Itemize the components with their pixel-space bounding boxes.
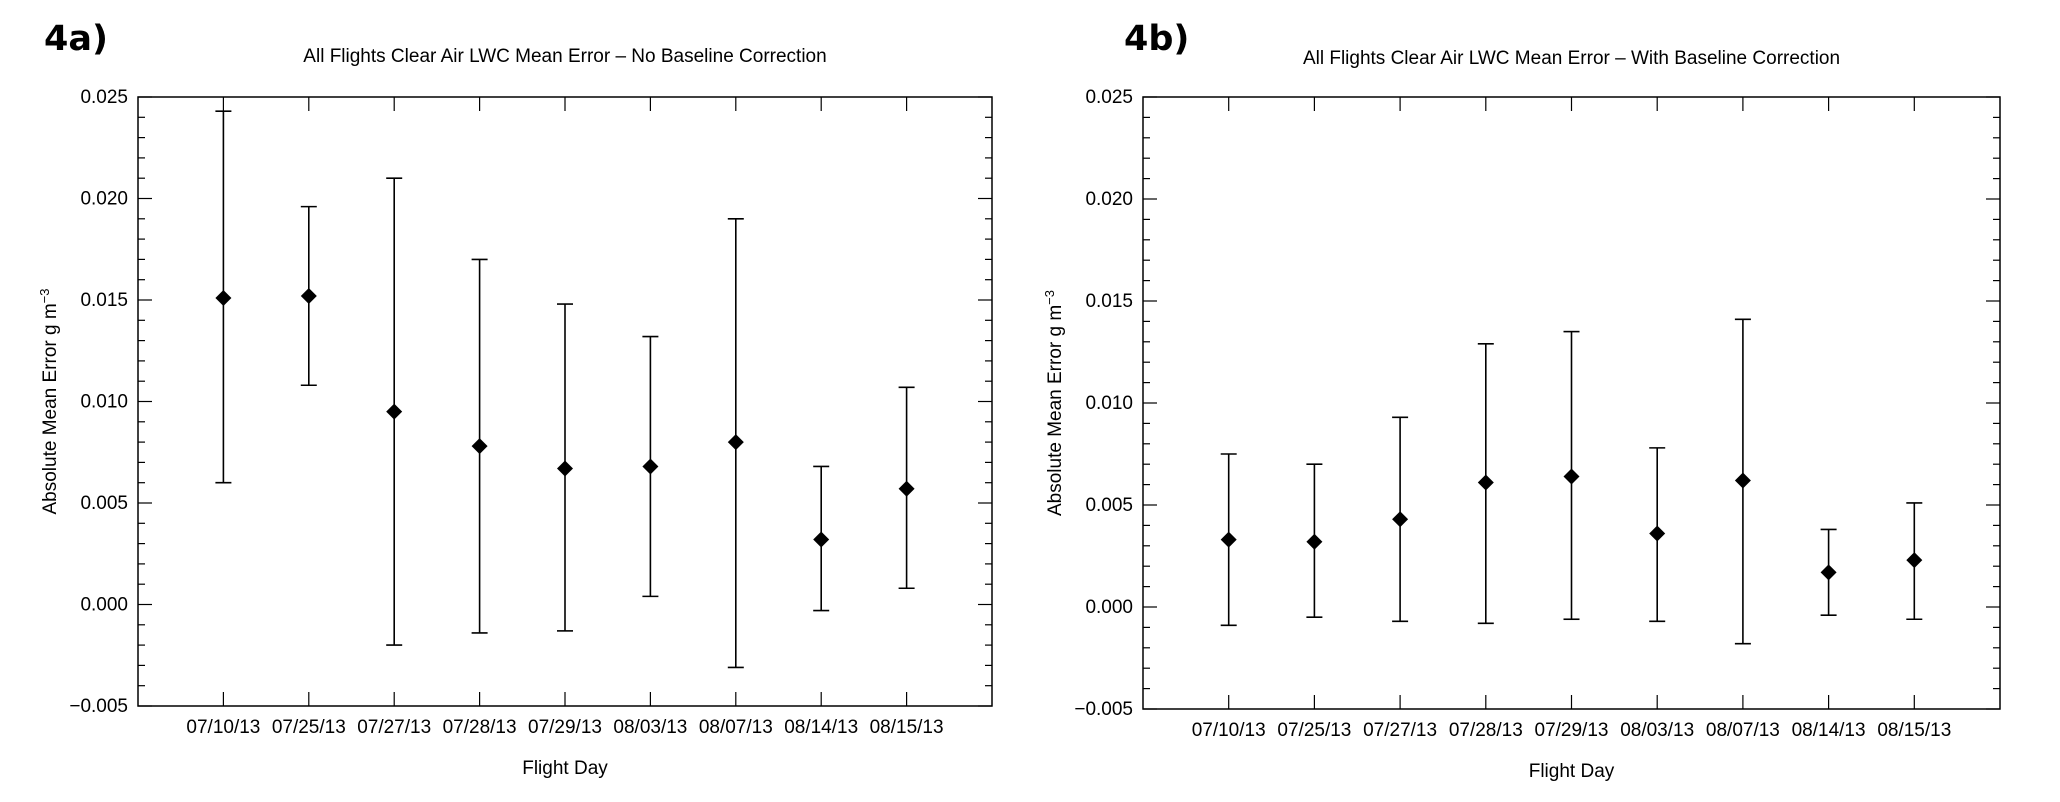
data-point-diamond: [1477, 474, 1494, 491]
y-tick-label: −0.005: [69, 696, 128, 717]
y-tick-label: 0.020: [1085, 189, 1133, 210]
data-point-diamond: [898, 480, 915, 497]
x-tick-label: 08/07/13: [699, 717, 773, 738]
x-tick-label: 08/14/13: [784, 717, 858, 738]
y-tick-label: −0.005: [1074, 699, 1133, 720]
x-tick-label: 07/29/13: [528, 717, 602, 738]
y-tick-label: 0.000: [1085, 597, 1133, 618]
chart-panel-b: 4b) All Flights Clear Air LWC Mean Error …: [1042, 19, 2001, 782]
x-tick-label: 07/25/13: [272, 717, 346, 738]
x-tick-label: 07/10/13: [186, 717, 260, 738]
x-tick-label: 07/28/13: [1449, 720, 1523, 741]
y-axis-label: Absolute Mean Error g m−3: [37, 288, 62, 514]
y-axis-label: Absolute Mean Error g m−3: [1042, 290, 1067, 516]
x-tick-label: 07/10/13: [1192, 720, 1266, 741]
data-point-diamond: [642, 458, 659, 475]
data-point-diamond: [1820, 564, 1837, 581]
x-tick-label: 08/14/13: [1792, 720, 1866, 741]
data-point-diamond: [1906, 552, 1923, 569]
data-point-diamond: [557, 460, 573, 477]
y-tick-label: 0.015: [1085, 291, 1133, 312]
x-tick-label: 08/03/13: [613, 717, 687, 738]
x-axis-label: Flight Day: [522, 758, 608, 779]
data-point-diamond: [386, 403, 403, 420]
data-point-diamond: [1563, 468, 1580, 485]
panel-tag: 4a): [44, 19, 108, 59]
y-tick-label: 0.015: [80, 290, 128, 311]
x-tick-label: 08/07/13: [1706, 720, 1780, 741]
chart-panel-a: 4a) All Flights Clear Air LWC Mean Error …: [37, 19, 993, 779]
panel-tag: 4b): [1124, 19, 1189, 59]
y-tick-label: 0.025: [80, 87, 128, 108]
data-point-diamond: [727, 434, 744, 451]
x-tick-label: 08/03/13: [1620, 720, 1694, 741]
y-tick-label: 0.025: [1085, 87, 1133, 108]
data-point-diamond: [1734, 472, 1751, 489]
x-tick-label: 07/29/13: [1535, 720, 1609, 741]
x-tick-label: 08/15/13: [870, 717, 944, 738]
y-tick-label: 0.020: [80, 189, 128, 210]
data-point-diamond: [1306, 533, 1323, 550]
y-tick-label: 0.005: [1085, 495, 1133, 516]
y-tick-label: 0.000: [80, 595, 128, 616]
x-tick-label: 07/27/13: [357, 717, 431, 738]
chart-title: All Flights Clear Air LWC Mean Error – W…: [1303, 48, 1840, 69]
y-tick-label: 0.010: [1085, 393, 1133, 414]
x-tick-label: 07/25/13: [1277, 720, 1351, 741]
x-tick-label: 07/27/13: [1363, 720, 1437, 741]
y-tick-label: 0.005: [80, 493, 128, 514]
data-point-diamond: [1649, 525, 1666, 542]
data-point-diamond: [215, 289, 232, 306]
y-tick-label: 0.010: [80, 392, 128, 413]
chart-title: All Flights Clear Air LWC Mean Error – N…: [303, 46, 826, 67]
data-point-diamond: [1392, 511, 1409, 528]
data-point-diamond: [300, 287, 317, 304]
x-tick-label: 07/28/13: [443, 717, 517, 738]
data-point-diamond: [1220, 531, 1237, 548]
x-axis-label: Flight Day: [1529, 761, 1615, 782]
x-tick-label: 08/15/13: [1877, 720, 1951, 741]
data-point-diamond: [813, 531, 830, 548]
data-point-diamond: [471, 438, 488, 455]
